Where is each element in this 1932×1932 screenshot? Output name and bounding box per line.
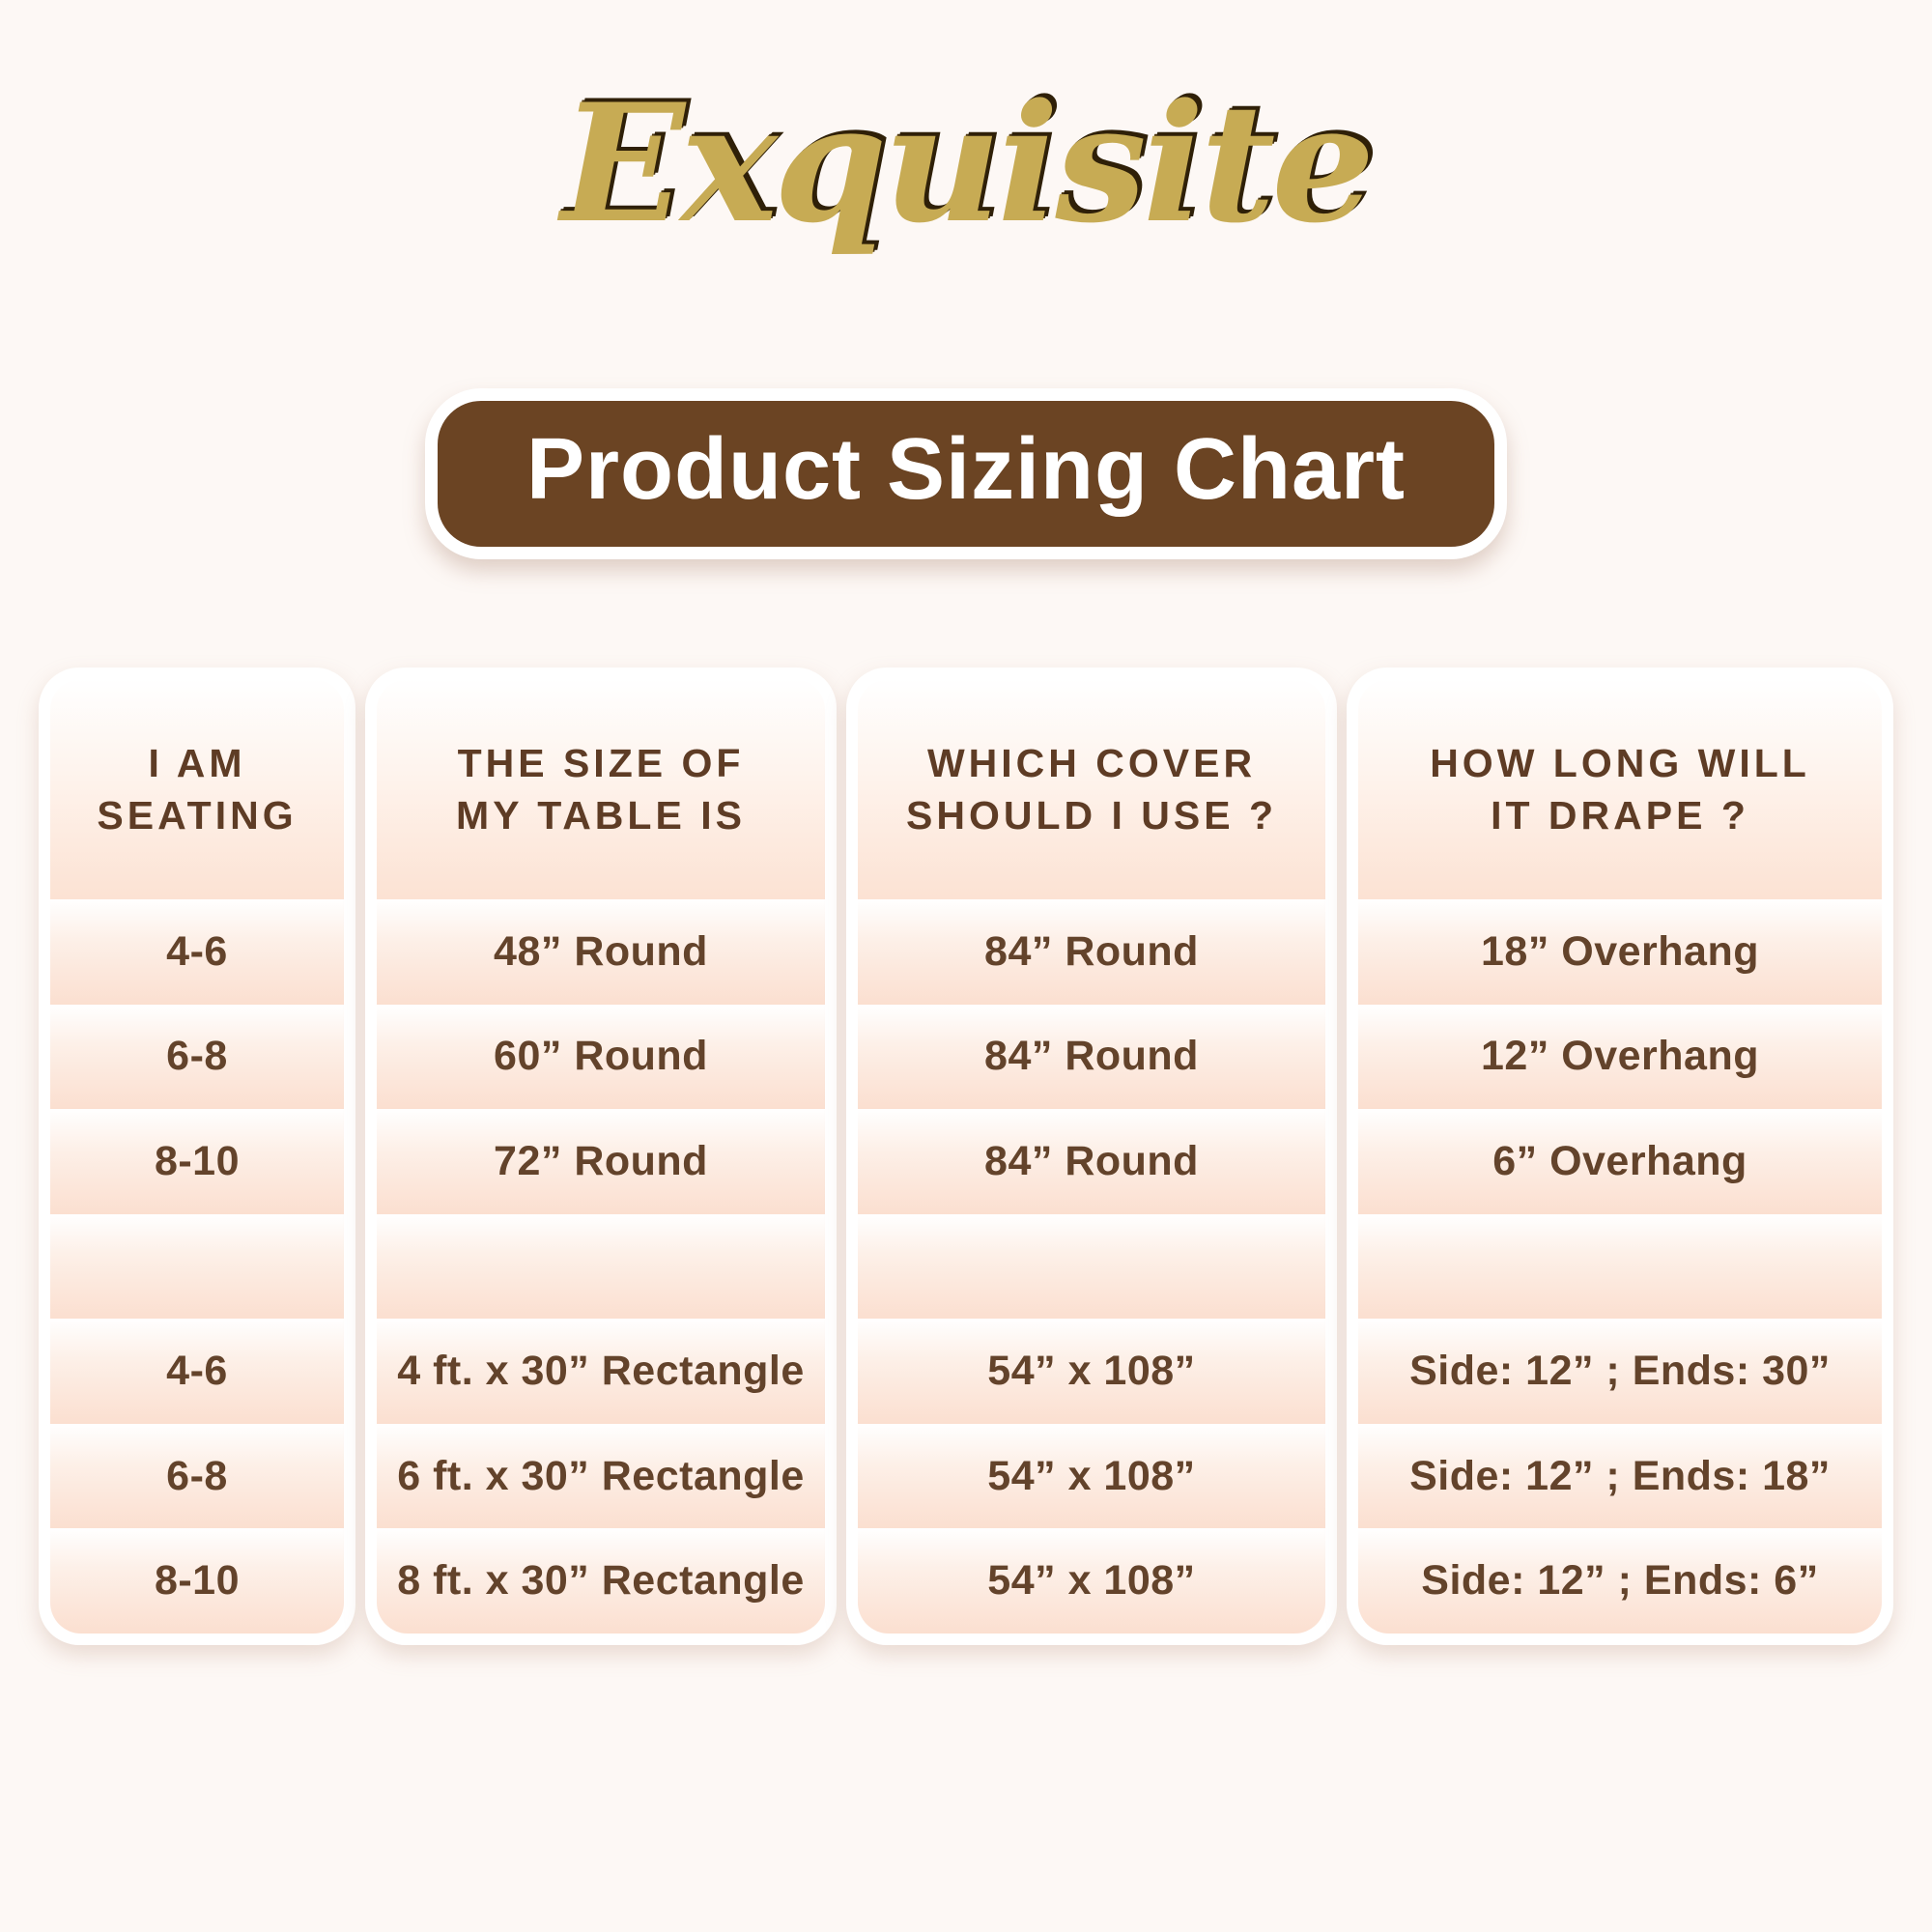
column-card-cover-size: WHICH COVER SHOULD I USE ? 84” Round 84”… bbox=[846, 668, 1337, 1645]
header-line: THE SIZE OF bbox=[457, 740, 745, 785]
column-header-seating: I AM SEATING bbox=[50, 679, 344, 899]
cell-table-size-r2: 72” Round bbox=[377, 1109, 825, 1214]
cell-table-size-r6: 8 ft. x 30” Rectangle bbox=[377, 1528, 825, 1634]
cell-cover-r4: 54” x 108” bbox=[858, 1319, 1325, 1424]
cell-drape-r6: Side: 12” ; Ends: 6” bbox=[1358, 1528, 1882, 1634]
column-card-table-size: THE SIZE OF MY TABLE IS 48” Round 60” Ro… bbox=[365, 668, 837, 1645]
column-seating-inner: I AM SEATING 4-6 6-8 8-10 4-6 6-8 8-10 bbox=[50, 679, 344, 1634]
header-line: SHOULD I USE ? bbox=[905, 793, 1278, 838]
cell-seating-r6: 8-10 bbox=[50, 1528, 344, 1634]
cell-seating-r4: 4-6 bbox=[50, 1319, 344, 1424]
cell-table-size-r5: 6 ft. x 30” Rectangle bbox=[377, 1423, 825, 1529]
cell-drape-r2: 6” Overhang bbox=[1358, 1109, 1882, 1214]
cell-seating-r0: 4-6 bbox=[50, 899, 344, 1005]
cell-drape-r3-empty bbox=[1358, 1213, 1882, 1320]
column-table-size-inner: THE SIZE OF MY TABLE IS 48” Round 60” Ro… bbox=[377, 679, 825, 1634]
page-title: Product Sizing Chart bbox=[424, 388, 1508, 559]
cell-drape-r0: 18” Overhang bbox=[1358, 899, 1882, 1005]
sizing-table: I AM SEATING 4-6 6-8 8-10 4-6 6-8 8-10 T… bbox=[39, 668, 1893, 1645]
cell-cover-r5: 54” x 108” bbox=[858, 1423, 1325, 1529]
column-card-drape: HOW LONG WILL IT DRAPE ? 18” Overhang 12… bbox=[1347, 668, 1893, 1645]
header-line: I AM bbox=[148, 740, 246, 785]
header-line: IT DRAPE ? bbox=[1491, 793, 1749, 838]
cell-seating-r3-empty bbox=[50, 1213, 344, 1320]
exquisite-logo: Exquisite bbox=[560, 68, 1376, 259]
cell-table-size-r0: 48” Round bbox=[377, 899, 825, 1005]
header-line: HOW LONG WILL bbox=[1430, 740, 1810, 785]
cell-cover-r1: 84” Round bbox=[858, 1004, 1325, 1110]
cell-cover-r3-empty bbox=[858, 1213, 1325, 1320]
cell-seating-r5: 6-8 bbox=[50, 1423, 344, 1529]
cell-cover-r2: 84” Round bbox=[858, 1109, 1325, 1214]
cell-table-size-r1: 60” Round bbox=[377, 1004, 825, 1110]
column-card-seating: I AM SEATING 4-6 6-8 8-10 4-6 6-8 8-10 bbox=[39, 668, 355, 1645]
cell-cover-r0: 84” Round bbox=[858, 899, 1325, 1005]
column-header-drape: HOW LONG WILL IT DRAPE ? bbox=[1358, 679, 1882, 899]
column-header-table-size: THE SIZE OF MY TABLE IS bbox=[377, 679, 825, 899]
header-line: SEATING bbox=[97, 793, 298, 838]
cell-table-size-r4: 4 ft. x 30” Rectangle bbox=[377, 1319, 825, 1424]
cell-drape-r5: Side: 12” ; Ends: 18” bbox=[1358, 1423, 1882, 1529]
cell-seating-r1: 6-8 bbox=[50, 1004, 344, 1110]
cell-drape-r4: Side: 12” ; Ends: 30” bbox=[1358, 1319, 1882, 1424]
header-line: MY TABLE IS bbox=[456, 793, 746, 838]
cell-drape-r1: 12” Overhang bbox=[1358, 1004, 1882, 1110]
title-banner-row: Product Sizing Chart bbox=[0, 388, 1932, 559]
column-header-cover-size: WHICH COVER SHOULD I USE ? bbox=[858, 679, 1325, 899]
cell-table-size-r3-empty bbox=[377, 1213, 825, 1320]
column-cover-size-inner: WHICH COVER SHOULD I USE ? 84” Round 84”… bbox=[858, 679, 1325, 1634]
column-drape-inner: HOW LONG WILL IT DRAPE ? 18” Overhang 12… bbox=[1358, 679, 1882, 1634]
cell-seating-r2: 8-10 bbox=[50, 1109, 344, 1214]
cell-cover-r6: 54” x 108” bbox=[858, 1528, 1325, 1634]
header-line: WHICH COVER bbox=[926, 740, 1257, 785]
